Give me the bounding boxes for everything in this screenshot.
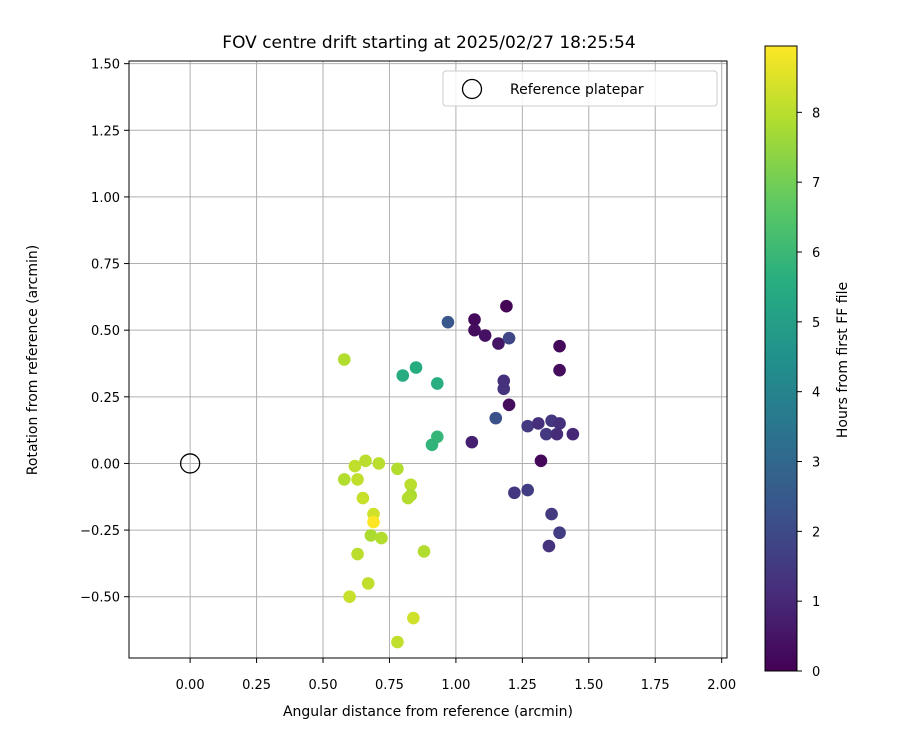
- data-point: [359, 454, 372, 468]
- data-point: [396, 369, 410, 382]
- y-tick-label: −0.50: [80, 591, 120, 606]
- data-point: [425, 438, 439, 452]
- data-point: [364, 529, 378, 542]
- data-point: [431, 377, 444, 390]
- x-tick-label: 0.50: [309, 678, 338, 693]
- colorbar-tick-label: 1: [812, 595, 820, 610]
- data-point: [361, 577, 375, 590]
- data-point: [343, 590, 356, 604]
- data-point: [407, 611, 420, 625]
- y-axis-ticks: −0.50 −0.25 0.00 0.25 0.50 0.75 1.00 1.25 1.50: [80, 58, 129, 606]
- x-axis-label: Angular distance from reference (arcmin): [283, 704, 573, 720]
- data-point: [531, 417, 545, 430]
- data-point: [502, 331, 516, 345]
- legend-label: Reference platepar: [510, 82, 644, 98]
- data-point: [367, 515, 380, 529]
- data-point: [508, 486, 521, 500]
- data-point: [497, 382, 511, 396]
- legend: Reference platepar: [442, 70, 718, 107]
- data-point: [521, 483, 534, 497]
- data-point: [401, 491, 415, 505]
- data-point: [465, 435, 479, 449]
- data-point: [566, 427, 580, 441]
- data-point: [337, 353, 351, 366]
- x-tick-label: 0.25: [242, 678, 271, 693]
- data-point: [372, 457, 386, 470]
- colorbar-tick-label: 4: [812, 386, 820, 401]
- y-tick-label: 1.00: [91, 191, 120, 206]
- x-tick-label: 0.75: [375, 678, 404, 693]
- reference-platepar-marker: [179, 453, 201, 474]
- data-point: [492, 337, 505, 350]
- data-point: [417, 545, 431, 558]
- colorbar-tick-label: 5: [812, 316, 820, 331]
- data-point: [351, 547, 364, 561]
- legend-marker-icon: [461, 78, 483, 100]
- y-tick-label: 1.50: [91, 58, 120, 73]
- chart-title: FOV centre drift starting at 2025/02/27 …: [222, 33, 635, 53]
- data-points: [337, 299, 580, 649]
- x-tick-label: 2.00: [707, 678, 736, 693]
- colorbar-tick-label: 0: [812, 665, 820, 680]
- data-point: [521, 419, 534, 433]
- data-point: [404, 478, 418, 492]
- x-axis-ticks: 0.00 0.25 0.50 0.75 1.00 1.25 1.50 1.75 2.00: [176, 658, 736, 693]
- colorbar-tick-label: 8: [812, 106, 820, 121]
- y-tick-label: −0.25: [80, 524, 120, 539]
- data-point: [337, 473, 351, 486]
- data-point: [468, 323, 481, 337]
- y-tick-label: 0.00: [91, 457, 120, 472]
- data-point: [441, 315, 455, 329]
- data-point: [534, 454, 548, 468]
- y-tick-label: 0.50: [91, 324, 120, 339]
- data-point: [553, 417, 566, 430]
- grid-lines: [129, 61, 727, 658]
- data-point: [391, 635, 404, 649]
- colorbar-tick-label: 2: [812, 525, 820, 540]
- plot-frame: [128, 60, 728, 659]
- data-point: [375, 531, 388, 545]
- legend-box: [442, 70, 718, 107]
- x-tick-label: 1.50: [574, 678, 603, 693]
- data-point: [391, 462, 404, 476]
- colorbar-tick-label: 7: [812, 176, 820, 191]
- data-point: [478, 329, 492, 342]
- x-tick-label: 1.25: [508, 678, 537, 693]
- y-tick-label: 0.75: [91, 258, 120, 273]
- colorbar-gradient: [764, 45, 798, 672]
- data-point: [539, 427, 553, 441]
- data-point: [500, 299, 513, 313]
- data-point: [356, 491, 370, 505]
- x-tick-label: 0.00: [176, 678, 205, 693]
- colorbar-label: Hours from first FF file: [835, 282, 851, 438]
- y-tick-label: 1.25: [91, 124, 120, 139]
- colorbar-ticks: 0 1 2 3 4 5 6 7 8: [797, 106, 820, 680]
- data-point: [468, 313, 481, 326]
- y-tick-label: 0.25: [91, 391, 120, 406]
- data-point: [409, 361, 423, 374]
- reference-marker-group: [179, 453, 201, 474]
- data-point: [348, 459, 362, 473]
- data-point: [351, 473, 364, 486]
- data-point: [550, 427, 564, 441]
- data-point: [545, 507, 558, 521]
- data-point: [553, 339, 566, 353]
- data-point: [553, 526, 566, 540]
- data-point: [542, 539, 556, 553]
- data-point: [502, 398, 516, 412]
- colorbar-tick-label: 6: [812, 246, 820, 261]
- colorbar-tick-label: 3: [812, 456, 820, 471]
- y-axis-label: Rotation from reference (arcmin): [25, 245, 41, 475]
- x-tick-label: 1.00: [441, 678, 470, 693]
- colorbar: 0 1 2 3 4 5 6 7 8 Hours from first FF file: [764, 45, 851, 680]
- data-point: [553, 363, 566, 377]
- data-point: [489, 411, 503, 425]
- x-tick-label: 1.75: [641, 678, 670, 693]
